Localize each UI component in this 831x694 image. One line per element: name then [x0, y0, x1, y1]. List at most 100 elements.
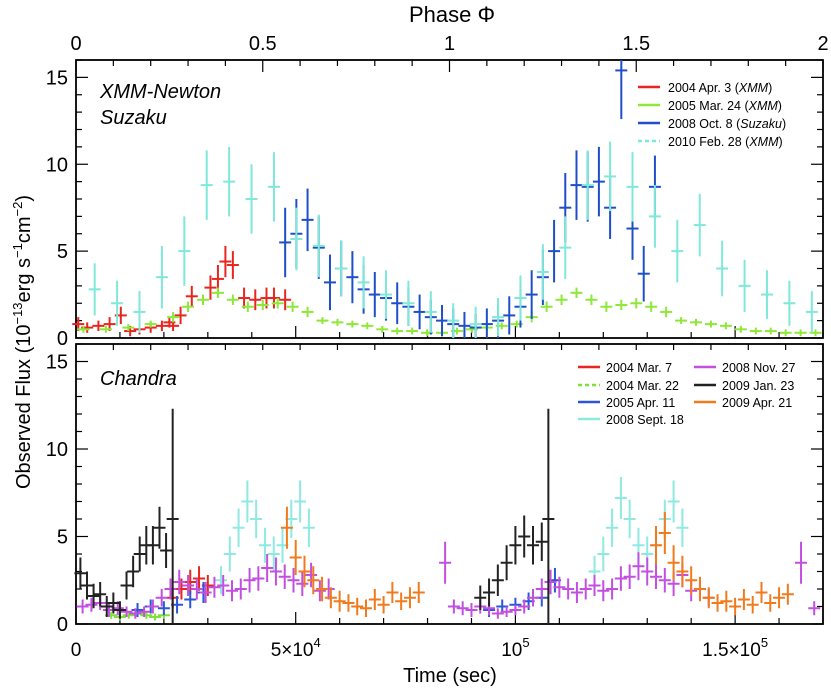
data-point — [559, 216, 572, 279]
y-axis-label: Observed Flux (10−13erg s−1cm−2) — [10, 195, 35, 489]
data-point — [702, 587, 715, 609]
data-point — [581, 150, 594, 220]
data-point — [153, 506, 166, 549]
legend-label-part: 2008 Oct. 8 ( — [668, 117, 741, 131]
data-point — [107, 592, 120, 614]
data-point — [675, 317, 688, 325]
data-point — [138, 606, 151, 617]
data-point — [483, 578, 496, 607]
data-point — [413, 294, 426, 330]
data-point — [360, 599, 373, 617]
data-point — [676, 508, 689, 547]
y-label-part2: erg s — [13, 258, 35, 302]
data-point — [614, 566, 627, 591]
y-label-exp1: −13 — [10, 302, 25, 324]
data-point — [94, 582, 107, 607]
data-point — [182, 301, 195, 312]
legend-label-part: XMM — [748, 99, 779, 113]
top-panel: XMM-Newton Suzaku 2004 Apr. 3 (XMM)2005 … — [72, 59, 824, 339]
data-point — [424, 291, 437, 333]
top-panel-ticks — [75, 59, 824, 339]
data-point — [331, 318, 344, 326]
data-point — [526, 526, 539, 565]
data-point — [808, 601, 821, 616]
data-point — [133, 536, 146, 572]
data-point — [250, 499, 263, 539]
legend-label-part: 2005 Mar. 24 ( — [668, 99, 749, 113]
data-point — [243, 568, 256, 593]
data-point — [111, 280, 124, 326]
data-point — [241, 301, 254, 312]
time-tick-label: 105 — [501, 635, 529, 661]
data-point — [403, 587, 416, 609]
data-point — [604, 141, 617, 212]
data-point — [122, 611, 135, 619]
data-point — [509, 604, 522, 616]
legend-label: 2008 Nov. 27 — [722, 361, 795, 375]
data-point — [296, 571, 309, 596]
phase-tick-label: 1.5 — [622, 33, 650, 55]
data-point — [623, 499, 636, 539]
y-label-exp3: −2 — [10, 202, 25, 217]
data-point — [120, 571, 133, 600]
data-point — [377, 596, 390, 614]
legend-label-part: ) — [768, 81, 772, 95]
data-point — [294, 480, 307, 523]
data-point — [234, 578, 247, 600]
time-tick-exp: 5 — [761, 635, 768, 650]
data-point — [755, 582, 768, 603]
data-point — [74, 557, 87, 589]
data-point — [391, 327, 404, 335]
data-point — [514, 275, 527, 321]
data-point — [480, 308, 493, 338]
panel-label-suzaku: Suzaku — [100, 107, 167, 129]
data-point — [555, 294, 568, 305]
y-label-part1: Observed Flux (10 — [13, 325, 35, 490]
data-point — [196, 294, 209, 305]
y-label-part3: cm — [13, 216, 35, 243]
data-point — [267, 536, 280, 572]
data-point — [241, 480, 254, 523]
time-tick-exp: 4 — [313, 635, 320, 650]
data-point — [667, 480, 680, 523]
data-point — [351, 597, 364, 616]
legend-entry: 2004 Mar. 7 — [578, 361, 672, 375]
data-point — [447, 303, 460, 338]
data-point — [184, 590, 197, 609]
data-point — [500, 545, 513, 581]
data-point — [113, 601, 126, 619]
phase-tick-label: 0 — [70, 33, 81, 55]
data-point — [335, 240, 348, 297]
data-point — [307, 566, 320, 595]
legend-label-part: ) — [782, 117, 786, 131]
legend-entry: 2010 Feb. 28 (XMM) — [638, 135, 783, 149]
data-point — [76, 599, 89, 614]
data-point — [333, 590, 346, 612]
data-point — [737, 589, 750, 610]
legend-label-part: 2004 Apr. 3 ( — [668, 81, 740, 95]
data-point — [280, 506, 293, 549]
data-point — [226, 251, 239, 279]
data-point — [553, 576, 566, 598]
data-point — [779, 329, 792, 337]
data-point — [491, 564, 504, 596]
data-point — [749, 327, 762, 335]
data-point — [129, 608, 142, 619]
data-point — [738, 259, 751, 312]
data-point — [641, 557, 654, 586]
data-point — [746, 596, 759, 614]
data-point — [278, 564, 291, 589]
data-point — [650, 526, 663, 565]
data-point — [217, 575, 230, 596]
data-point — [174, 306, 187, 325]
data-point — [518, 599, 531, 614]
data-point — [149, 613, 162, 621]
data-point — [302, 508, 315, 547]
data-point — [447, 599, 460, 614]
y-label-exp2: −1 — [10, 243, 25, 258]
y-tick-label: 0 — [57, 614, 68, 636]
data-point — [155, 320, 168, 332]
y-tick-label: 15 — [46, 67, 68, 89]
data-point — [146, 599, 159, 614]
data-point — [719, 322, 732, 330]
